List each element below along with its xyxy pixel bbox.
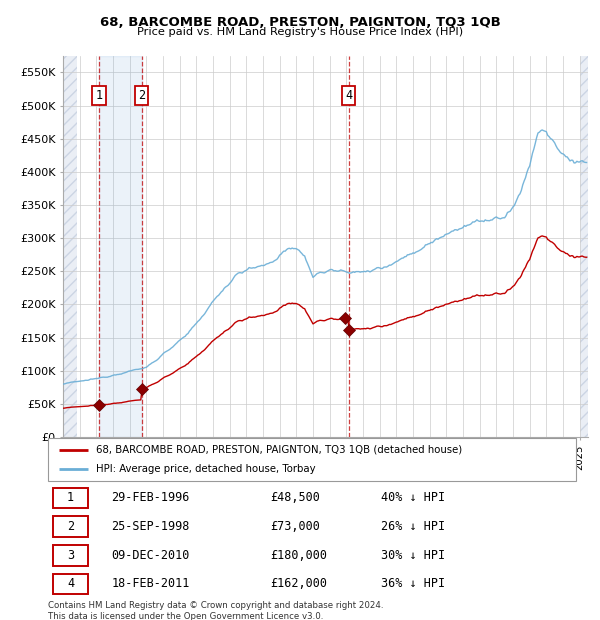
Bar	[53, 487, 88, 508]
Text: £48,500: £48,500	[270, 492, 320, 505]
Text: 26% ↓ HPI: 26% ↓ HPI	[380, 520, 445, 533]
Bar	[53, 574, 88, 595]
Bar	[53, 516, 88, 537]
Bar	[580, 56, 596, 437]
Text: 36% ↓ HPI: 36% ↓ HPI	[380, 577, 445, 590]
Text: 25-SEP-1998: 25-SEP-1998	[112, 520, 190, 533]
Text: 4: 4	[345, 89, 352, 102]
Text: 1: 1	[95, 89, 103, 102]
Bar	[99, 56, 142, 437]
Text: Contains HM Land Registry data © Crown copyright and database right 2024.
This d: Contains HM Land Registry data © Crown c…	[48, 601, 383, 620]
Text: £180,000: £180,000	[270, 549, 327, 562]
Bar	[63, 56, 77, 437]
Text: 09-DEC-2010: 09-DEC-2010	[112, 549, 190, 562]
Text: 2: 2	[138, 89, 145, 102]
Text: 18-FEB-2011: 18-FEB-2011	[112, 577, 190, 590]
Text: 68, BARCOMBE ROAD, PRESTON, PAIGNTON, TQ3 1QB: 68, BARCOMBE ROAD, PRESTON, PAIGNTON, TQ…	[100, 16, 500, 29]
Text: 30% ↓ HPI: 30% ↓ HPI	[380, 549, 445, 562]
Text: 29-FEB-1996: 29-FEB-1996	[112, 492, 190, 505]
Text: 1: 1	[67, 492, 74, 505]
Text: 40% ↓ HPI: 40% ↓ HPI	[380, 492, 445, 505]
Text: Price paid vs. HM Land Registry's House Price Index (HPI): Price paid vs. HM Land Registry's House …	[137, 27, 463, 37]
Bar	[53, 545, 88, 565]
Text: 2: 2	[67, 520, 74, 533]
Text: 3: 3	[67, 549, 74, 562]
Text: HPI: Average price, detached house, Torbay: HPI: Average price, detached house, Torb…	[95, 464, 315, 474]
Text: £162,000: £162,000	[270, 577, 327, 590]
Text: 4: 4	[67, 577, 74, 590]
Text: £73,000: £73,000	[270, 520, 320, 533]
Text: 68, BARCOMBE ROAD, PRESTON, PAIGNTON, TQ3 1QB (detached house): 68, BARCOMBE ROAD, PRESTON, PAIGNTON, TQ…	[95, 445, 462, 454]
